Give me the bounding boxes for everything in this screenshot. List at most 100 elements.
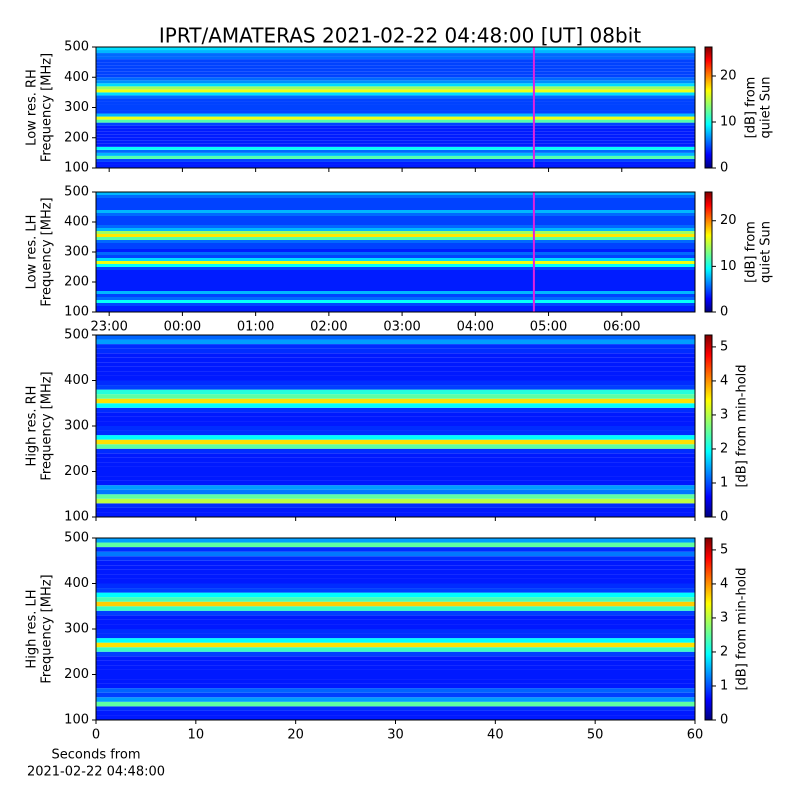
y-axis-label: Low res. LH [25,215,40,290]
y-axis-label: High res. LH [25,589,40,668]
heatmap-row [96,285,695,288]
y-axis-label: Frequency [MHz] [40,371,55,480]
heatmap-row [96,642,695,648]
heatmap-row [96,62,695,66]
heatmap-row [96,152,695,156]
heatmap-row [96,279,695,282]
colorbar-tick-label: 10 [720,114,737,129]
colorbar-tick-label: 0 [720,713,728,728]
y-tick-label: 300 [64,245,89,260]
heatmap-row [96,291,695,294]
heatmap-row [96,656,695,661]
heatmap-row [96,629,695,634]
heatmap-row [96,606,695,611]
x-tick-label: 06:00 [603,320,640,335]
colorbar-label: quiet Sun [759,221,774,283]
y-tick-label: 300 [64,419,89,434]
heatmap-row [96,113,695,117]
heatmap-row [96,357,695,363]
colorbar-label: [dB] from min-hold [735,567,750,690]
heatmap-row [96,619,695,625]
heatmap-row [96,207,695,210]
heatmap-row [96,660,695,666]
heatmap-row [96,471,695,477]
y-tick-label: 100 [64,510,89,525]
heatmap-row [96,56,695,60]
colorbar-label: [dB] from min-hold [735,364,750,487]
heatmap-row [96,309,695,312]
heatmap-row [96,258,695,261]
heatmap-row [96,104,695,108]
heatmap-row [96,101,695,105]
heatmap-row [96,119,695,123]
heatmap-row [96,92,695,96]
heatmap-row [96,146,695,150]
x-tick-label: 60 [687,728,704,743]
y-tick-label: 200 [64,667,89,682]
heatmap-row [96,222,695,225]
heatmap-row [96,679,695,684]
heatmap-row [96,234,695,237]
heatmap-row [96,407,695,413]
heatmap-row [96,204,695,207]
heatmap-row [96,195,695,198]
heatmap-row [96,192,695,195]
colorbar-tick-label: 5 [720,542,728,557]
x-tick-label: 00:00 [164,320,201,335]
x-tick-label: 23:00 [90,320,127,335]
heatmap-row [96,297,695,300]
heatmap-row [96,240,695,243]
colorbar [704,191,713,313]
heatmap-row [96,255,695,258]
x-tick-label: 02:00 [310,320,347,335]
heatmap-row [96,77,695,81]
colorbar-label: [dB] from [744,77,759,139]
heatmap-row [96,435,695,440]
heatmap-row [96,362,695,367]
heatmap-row [96,143,695,147]
heatmap-row [96,439,695,445]
heatmap-row [96,380,695,386]
heatmap-row [96,494,695,499]
heatmap-row [96,560,695,566]
heatmap-row [96,249,695,252]
heatmap-row [96,697,695,702]
x-tick-label: 40 [487,728,504,743]
heatmap-row [96,476,695,481]
heatmap-row [96,448,695,454]
heatmap-row [96,385,695,390]
heatmap-row [96,86,695,90]
heatmap-row [96,674,695,680]
heatmap-row [96,683,695,689]
heatmap-row [96,282,695,285]
heatmap-row [96,237,695,240]
colorbar-tick-label: 10 [720,259,737,274]
colorbar-label: [dB] from [744,221,759,283]
heatmap-row [96,489,695,495]
heatmap-row [96,647,695,652]
heatmap-row [96,273,695,276]
colorbar-tick-label: 3 [720,407,728,422]
heatmap-row [96,462,695,467]
y-axis-label: Frequency [MHz] [40,574,55,683]
heatmap-row [96,246,695,249]
x-tick-label: 50 [587,728,604,743]
heatmap-row [96,412,695,417]
colorbar [704,537,713,721]
heatmap-row [96,158,695,162]
heatmap-row [96,538,695,543]
heatmap-row [96,348,695,354]
heatmap-row [96,261,695,264]
colorbar-tick-label: 1 [720,475,728,490]
y-tick-label: 200 [64,464,89,479]
heatmap-row [96,198,695,201]
heatmap-row [96,453,695,458]
heatmap-row [96,389,695,395]
heatmap-row [96,303,695,306]
colorbar-tick-label: 20 [720,213,737,228]
y-tick-label: 200 [64,275,89,290]
y-tick-label: 400 [64,215,89,230]
heatmap-row [96,270,695,273]
heatmap-row [96,701,695,707]
